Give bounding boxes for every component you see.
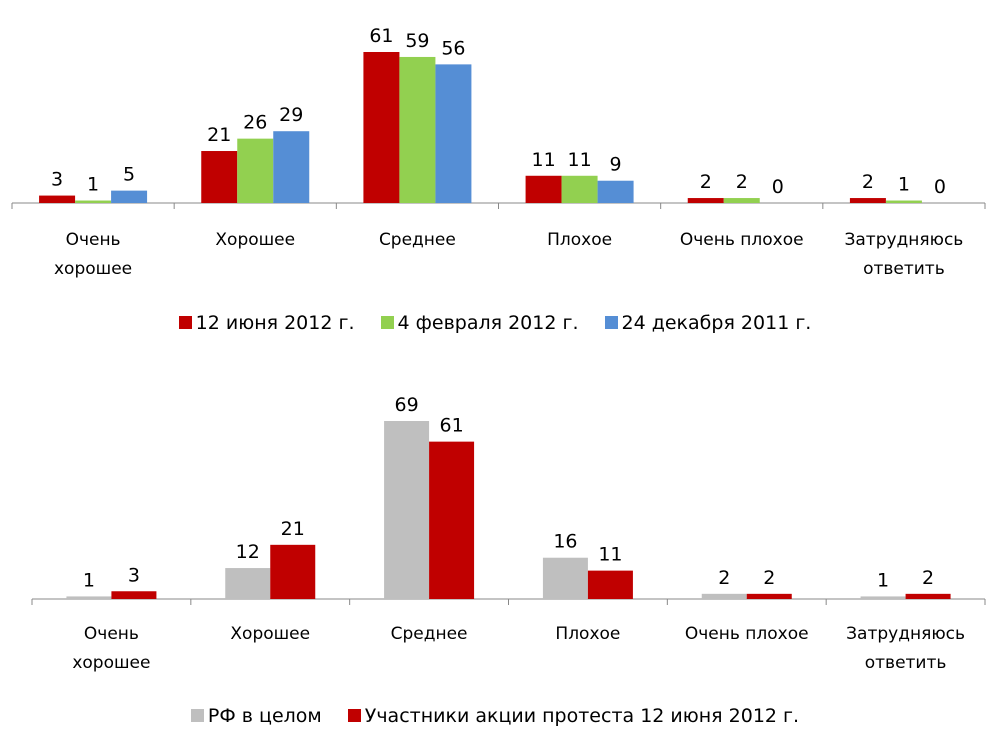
data-label: 1	[898, 174, 910, 196]
legend-label: 24 декабря 2011 г.	[621, 312, 812, 334]
legend-label: 4 февраля 2012 г.	[397, 312, 579, 334]
bar	[746, 593, 792, 599]
data-label: 16	[553, 531, 577, 553]
bar	[201, 151, 238, 203]
legend-item: 24 декабря 2011 г.	[604, 312, 812, 334]
legend-swatch	[347, 709, 361, 722]
data-label: 3	[51, 169, 63, 191]
data-label: 0	[772, 176, 784, 198]
bar	[687, 198, 724, 203]
bar	[111, 190, 148, 203]
legend-label: РФ в целом	[207, 705, 322, 727]
data-label: 11	[567, 149, 591, 171]
bar	[587, 570, 633, 599]
x-tick-label: Среднее	[378, 230, 456, 250]
data-label: 0	[934, 176, 946, 198]
legend: РФ в целом Участники акции протеста 12 ию…	[0, 705, 990, 727]
legend-item: 4 февраля 2012 г.	[380, 312, 579, 334]
data-label: 26	[243, 112, 267, 134]
x-tick-label: Затрудняюсь ответить	[844, 230, 964, 279]
data-label: 5	[123, 164, 135, 186]
x-tick-label: Затрудняюсь ответить	[846, 624, 965, 673]
bar	[561, 175, 598, 203]
data-label: 2	[922, 567, 934, 589]
legend-swatch	[380, 316, 394, 329]
bar	[111, 591, 157, 599]
data-label: 69	[394, 394, 418, 416]
legend-item: 12 июня 2012 г.	[178, 312, 355, 334]
data-label: 2	[700, 171, 712, 193]
x-tick-label: Хорошее	[230, 624, 311, 644]
x-tick-label: Очень хорошее	[72, 624, 151, 673]
bar	[237, 138, 274, 203]
bar	[384, 421, 430, 599]
data-label: 56	[441, 37, 465, 59]
legend: 12 июня 2012 г. 4 февраля 2012 г. 24 декаб…	[0, 312, 990, 334]
data-label: 11	[531, 149, 555, 171]
data-label: 2	[736, 171, 748, 193]
bar	[270, 544, 316, 599]
x-tick-label: Плохое	[555, 624, 621, 644]
x-tick-label: Плохое	[547, 230, 613, 250]
data-label: 61	[369, 25, 393, 47]
bar	[701, 593, 747, 599]
data-label: 59	[405, 30, 429, 52]
data-label: 1	[877, 569, 889, 591]
x-tick-label: Хорошее	[215, 230, 296, 250]
data-label: 2	[763, 567, 775, 589]
bar	[399, 56, 436, 203]
data-label: 12	[236, 541, 260, 563]
bar	[542, 557, 588, 599]
legend-label: Участники акции протеста 12 июня 2012 г.	[364, 705, 800, 727]
data-label: 21	[281, 518, 305, 540]
legend-item: РФ в целом	[190, 705, 322, 727]
legend-swatch	[190, 709, 204, 722]
x-tick-label: Очень плохое	[679, 230, 804, 250]
data-label: 3	[128, 564, 140, 586]
data-label: 2	[718, 567, 730, 589]
bar	[597, 180, 634, 203]
bar	[860, 596, 906, 599]
bar	[723, 198, 760, 203]
data-label: 2	[862, 171, 874, 193]
bar	[225, 568, 271, 599]
bar	[273, 131, 310, 203]
legend-swatch	[178, 316, 192, 329]
data-label: 21	[207, 124, 231, 146]
bar	[429, 441, 475, 599]
legend-label: 12 июня 2012 г.	[195, 312, 355, 334]
data-label: 1	[83, 569, 95, 591]
bar	[849, 198, 886, 203]
x-tick-label: Среднее	[390, 624, 468, 644]
data-label: 61	[439, 415, 463, 437]
data-label: 1	[87, 174, 99, 196]
x-tick-label: Очень хорошее	[54, 230, 133, 279]
legend-swatch	[604, 316, 618, 329]
bar	[363, 52, 400, 203]
bar	[75, 200, 112, 203]
data-label: 11	[598, 544, 622, 566]
data-label: 9	[610, 154, 622, 176]
bar	[39, 195, 76, 203]
data-label: 29	[279, 104, 303, 126]
bar	[435, 64, 472, 204]
x-tick-label: Очень плохое	[684, 624, 809, 644]
bar	[885, 200, 922, 203]
legend-item: Участники акции протеста 12 июня 2012 г.	[347, 705, 800, 727]
bar	[66, 596, 112, 599]
bar	[905, 593, 951, 599]
bar	[525, 175, 562, 203]
